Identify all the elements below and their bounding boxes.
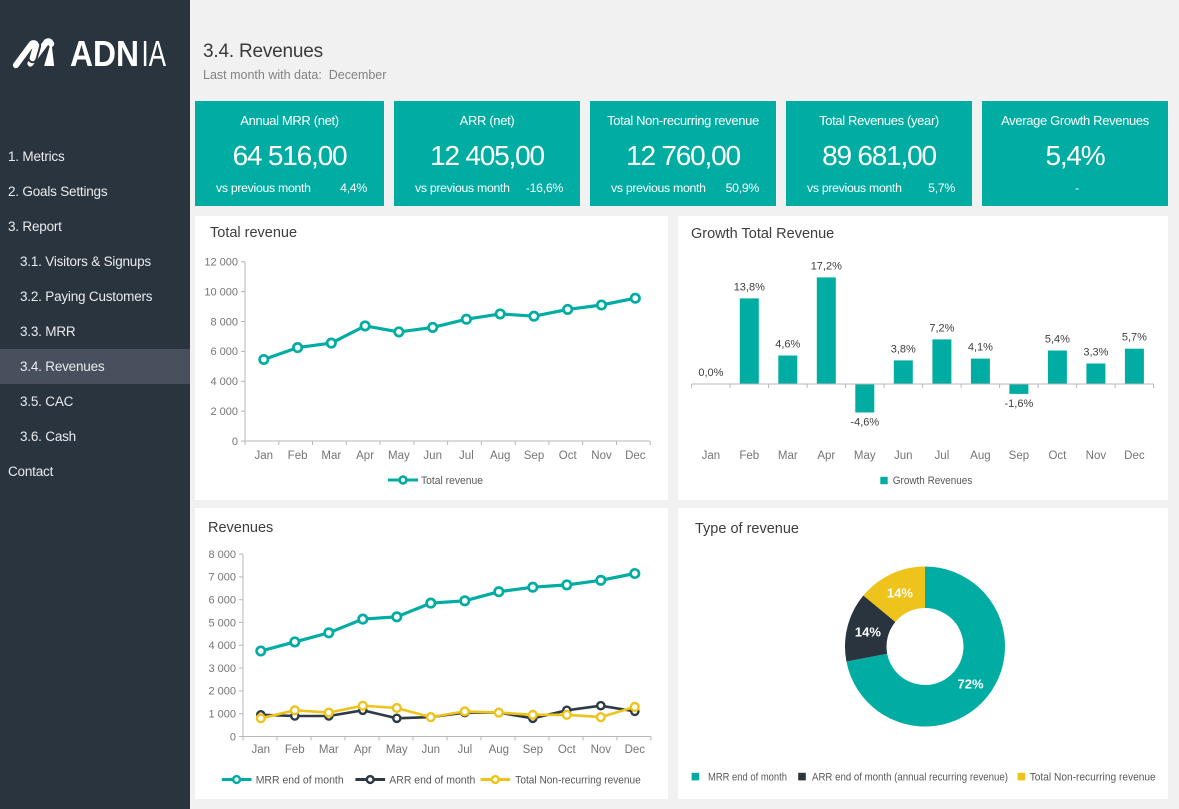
- svg-text:Sep: Sep: [1009, 450, 1029, 462]
- svg-text:Jun: Jun: [422, 744, 441, 756]
- svg-text:12 000: 12 000: [204, 257, 238, 269]
- svg-text:14%: 14%: [887, 586, 913, 601]
- svg-text:Growth Revenues: Growth Revenues: [893, 475, 973, 487]
- svg-text:May: May: [388, 450, 410, 462]
- svg-text:May: May: [386, 744, 408, 756]
- svg-text:2 000: 2 000: [210, 406, 238, 418]
- svg-text:Apr: Apr: [356, 450, 374, 462]
- svg-text:Jul: Jul: [459, 450, 474, 462]
- svg-text:Oct: Oct: [558, 744, 577, 756]
- svg-text:7,2%: 7,2%: [929, 322, 954, 334]
- svg-text:Feb: Feb: [739, 450, 759, 462]
- svg-text:Total Non-recurring revenue: Total Non-recurring revenue: [1030, 771, 1156, 783]
- svg-text:Total revenue: Total revenue: [210, 225, 297, 241]
- svg-text:MRR end of month: MRR end of month: [708, 771, 787, 783]
- svg-text:ARR end of month: ARR end of month: [389, 774, 475, 786]
- svg-text:0: 0: [230, 731, 236, 743]
- svg-text:13,8%: 13,8%: [734, 281, 765, 293]
- svg-text:Aug: Aug: [970, 450, 990, 462]
- svg-text:Mar: Mar: [319, 744, 339, 756]
- svg-text:10 000: 10 000: [204, 286, 238, 298]
- svg-text:0,0%: 0,0%: [698, 367, 723, 379]
- svg-text:4,6%: 4,6%: [775, 339, 800, 351]
- svg-text:Dec: Dec: [625, 744, 646, 756]
- svg-text:Feb: Feb: [285, 744, 305, 756]
- svg-text:Dec: Dec: [1124, 450, 1145, 462]
- svg-text:Type of revenue: Type of revenue: [695, 521, 799, 537]
- svg-text:4,1%: 4,1%: [968, 342, 993, 354]
- svg-text:MRR end of month: MRR end of month: [256, 774, 344, 786]
- svg-text:0: 0: [232, 436, 238, 448]
- svg-text:72%: 72%: [957, 677, 983, 692]
- svg-text:Oct: Oct: [559, 450, 578, 462]
- svg-text:May: May: [854, 450, 876, 462]
- svg-text:Oct: Oct: [1048, 450, 1067, 462]
- svg-text:Feb: Feb: [288, 450, 308, 462]
- svg-text:Jun: Jun: [423, 450, 442, 462]
- svg-text:Aug: Aug: [490, 450, 510, 462]
- svg-text:8 000: 8 000: [210, 316, 238, 328]
- svg-text:Jan: Jan: [702, 450, 721, 462]
- svg-text:Sep: Sep: [523, 744, 543, 756]
- svg-text:7 000: 7 000: [208, 572, 236, 584]
- svg-text:Jan: Jan: [255, 450, 274, 462]
- svg-text:Mar: Mar: [778, 450, 798, 462]
- svg-text:Mar: Mar: [321, 450, 341, 462]
- svg-text:Aug: Aug: [489, 744, 509, 756]
- svg-text:4 000: 4 000: [210, 376, 238, 388]
- svg-text:5,4%: 5,4%: [1045, 334, 1070, 346]
- svg-text:IA: IA: [142, 33, 167, 74]
- svg-text:2 000: 2 000: [208, 686, 236, 698]
- svg-text:5 000: 5 000: [208, 617, 236, 629]
- svg-text:1 000: 1 000: [208, 709, 236, 721]
- svg-text:Jul: Jul: [457, 744, 472, 756]
- svg-text:ARR end of month (annual recur: ARR end of month (annual recurring reven…: [812, 771, 1008, 783]
- svg-text:5,7%: 5,7%: [1122, 332, 1147, 344]
- svg-text:Nov: Nov: [591, 450, 612, 462]
- svg-text:Sep: Sep: [524, 450, 544, 462]
- svg-text:17,2%: 17,2%: [811, 260, 842, 272]
- svg-text:Total revenue: Total revenue: [421, 475, 483, 487]
- svg-text:-1,6%: -1,6%: [1005, 398, 1034, 410]
- svg-text:3,8%: 3,8%: [891, 343, 916, 355]
- svg-text:Apr: Apr: [354, 744, 372, 756]
- svg-text:14%: 14%: [855, 624, 881, 639]
- svg-text:3,3%: 3,3%: [1083, 347, 1108, 359]
- svg-text:Nov: Nov: [1086, 450, 1107, 462]
- svg-text:Dec: Dec: [625, 450, 646, 462]
- svg-text:6 000: 6 000: [210, 346, 238, 358]
- svg-text:Jun: Jun: [894, 450, 913, 462]
- svg-text:Growth Total Revenue: Growth Total Revenue: [691, 226, 834, 242]
- svg-text:Jul: Jul: [935, 450, 950, 462]
- svg-text:3 000: 3 000: [208, 663, 236, 675]
- svg-text:Apr: Apr: [817, 450, 835, 462]
- svg-text:Revenues: Revenues: [208, 520, 273, 536]
- svg-text:6 000: 6 000: [208, 595, 236, 607]
- svg-text:-4,6%: -4,6%: [850, 417, 879, 429]
- svg-text:8 000: 8 000: [208, 549, 236, 561]
- svg-text:Nov: Nov: [591, 744, 612, 756]
- svg-text:Jan: Jan: [252, 744, 271, 756]
- svg-text:4 000: 4 000: [208, 640, 236, 652]
- svg-text:ADN: ADN: [70, 33, 139, 74]
- svg-text:Total Non-recurring revenue: Total Non-recurring revenue: [515, 774, 641, 786]
